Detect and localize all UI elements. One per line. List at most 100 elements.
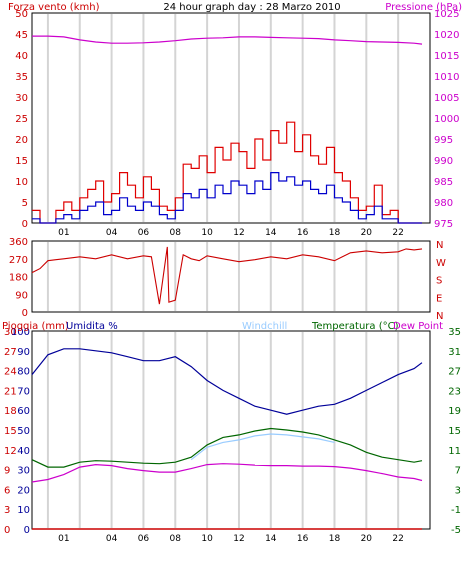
compass-label: S <box>436 276 442 287</box>
x-tick-label: 10 <box>201 228 213 238</box>
y-tick-label-direction: 180 <box>9 273 28 284</box>
wind-speed-series <box>32 172 422 224</box>
umidita-series <box>31 348 423 415</box>
y-tick-label-rain: 24 <box>4 367 17 378</box>
y-tick-label-wind: 50 <box>15 9 28 20</box>
compass-label: N <box>436 311 443 322</box>
y-tick-label-pressure: 1020 <box>434 30 459 41</box>
x-tick-label: 04 <box>106 228 118 238</box>
y-tick-label-pressure: 990 <box>434 156 453 167</box>
y-tick-label-direction: 270 <box>9 255 28 266</box>
y-tick-label-humidity: 40 <box>17 446 30 457</box>
y-tick-label-wind: 20 <box>15 135 28 146</box>
humidity-ylabel: Umidita % <box>66 321 118 332</box>
y-tick-label-humidity: 70 <box>17 386 30 397</box>
windchill-series <box>190 433 335 461</box>
x-tick-label: 01 <box>58 228 69 238</box>
y-tick-label-wind: 15 <box>15 156 28 167</box>
x-tick-label: 12 <box>233 228 244 238</box>
x-tick-label: 18 <box>329 228 341 238</box>
x-tick-label: 22 <box>392 534 403 544</box>
y-tick-label-wind: 45 <box>15 30 28 41</box>
dewpoint-legend: Dew Point <box>393 321 443 332</box>
y-tick-label-rain: 6 <box>4 485 10 496</box>
x-tick-label: 22 <box>392 228 403 238</box>
y-tick-label-pressure: 1005 <box>434 93 459 104</box>
y-tick-label-pressure: 1015 <box>434 51 459 62</box>
x-tick-label: 04 <box>106 534 118 544</box>
y-tick-label-pressure: 1010 <box>434 72 459 83</box>
x-tick-label: 20 <box>361 228 373 238</box>
wind-gust-series <box>32 121 422 224</box>
x-tick-label: 12 <box>233 534 244 544</box>
y-tick-label-direction: 360 <box>9 237 28 248</box>
y-tick-label-rain: 3 <box>4 505 10 516</box>
y-tick-label-temperature: 11 <box>448 446 461 457</box>
y-tick-label-rain: 15 <box>4 426 17 437</box>
y-tick-label-rain: 18 <box>4 406 17 417</box>
compass-label: W <box>436 258 446 269</box>
y-tick-label-rain: 30 <box>4 327 17 338</box>
y-tick-label-pressure: 1000 <box>434 114 459 125</box>
y-tick-label-rain: 9 <box>4 466 10 477</box>
temperatura-c-series <box>31 427 423 468</box>
x-tick-label: 20 <box>361 534 373 544</box>
wind-direction-series <box>31 246 423 305</box>
y-tick-label-wind: 0 <box>22 219 28 230</box>
x-tick-label: 06 <box>138 228 150 238</box>
y-tick-label-rain: 0 <box>4 525 10 536</box>
y-tick-label-rain: 12 <box>4 446 17 457</box>
temp-panel-frame <box>31 330 431 530</box>
y-tick-label-humidity: 30 <box>17 466 30 477</box>
y-tick-label-pressure: 1025 <box>434 9 459 20</box>
y-tick-label-wind: 30 <box>15 93 28 104</box>
windchill-legend: Windchill <box>242 321 287 332</box>
pressure-series <box>32 35 423 45</box>
y-tick-label-pressure: 995 <box>434 135 453 146</box>
y-tick-label-humidity: 80 <box>17 367 30 378</box>
y-tick-label-humidity: 20 <box>17 485 30 496</box>
temperature-ylabel: Temperatura (°C) <box>311 321 399 332</box>
y-tick-label-temperature: 27 <box>448 367 461 378</box>
y-tick-label-pressure: 975 <box>434 219 453 230</box>
y-tick-label-direction: 0 <box>22 308 28 319</box>
wind-ylabel: Forza vento (kmh) <box>8 2 100 13</box>
axis-layer: 0510152025303540455097598098599099510001… <box>4 9 461 544</box>
y-tick-label-temperature: 3 <box>455 485 461 496</box>
rain-ylabel: Pioggia (mm) <box>2 321 69 332</box>
x-tick-label: 14 <box>265 534 277 544</box>
y-tick-label-temperature: 23 <box>448 386 461 397</box>
y-tick-label-rain: 21 <box>4 386 17 397</box>
y-tick-label-humidity: 100 <box>11 327 30 338</box>
pressure-ylabel: Pressione (hPa) <box>385 2 462 13</box>
y-tick-label-pressure: 985 <box>434 177 453 188</box>
x-tick-label: 16 <box>297 228 309 238</box>
y-tick-label-temperature: 7 <box>455 466 461 477</box>
x-tick-label: 10 <box>201 534 213 544</box>
y-tick-label-temperature: 15 <box>448 426 461 437</box>
y-tick-label-temperature: -1 <box>451 505 461 516</box>
x-tick-label: 06 <box>138 534 150 544</box>
y-tick-label-wind: 5 <box>22 198 28 209</box>
y-tick-label-pressure: 980 <box>434 198 453 209</box>
y-tick-label-temperature: 35 <box>448 327 461 338</box>
y-tick-label-wind: 40 <box>15 51 28 62</box>
x-tick-label: 08 <box>170 534 182 544</box>
x-tick-label: 08 <box>170 228 182 238</box>
series-layer <box>31 35 423 530</box>
y-tick-label-humidity: 60 <box>17 406 30 417</box>
y-tick-label-direction: 90 <box>15 290 28 301</box>
compass-label: N <box>436 240 443 251</box>
y-tick-label-humidity: 10 <box>17 505 30 516</box>
y-tick-label-wind: 25 <box>15 114 28 125</box>
y-tick-label-temperature: 19 <box>448 406 461 417</box>
x-tick-label: 14 <box>265 228 277 238</box>
x-tick-label: 16 <box>297 534 309 544</box>
dew-point-series <box>31 463 423 483</box>
y-tick-label-humidity: 90 <box>17 347 30 358</box>
direction-panel-frame <box>31 240 431 313</box>
y-tick-label-temperature: -5 <box>451 525 461 536</box>
x-tick-label: 18 <box>329 534 341 544</box>
compass-label: E <box>436 293 442 304</box>
